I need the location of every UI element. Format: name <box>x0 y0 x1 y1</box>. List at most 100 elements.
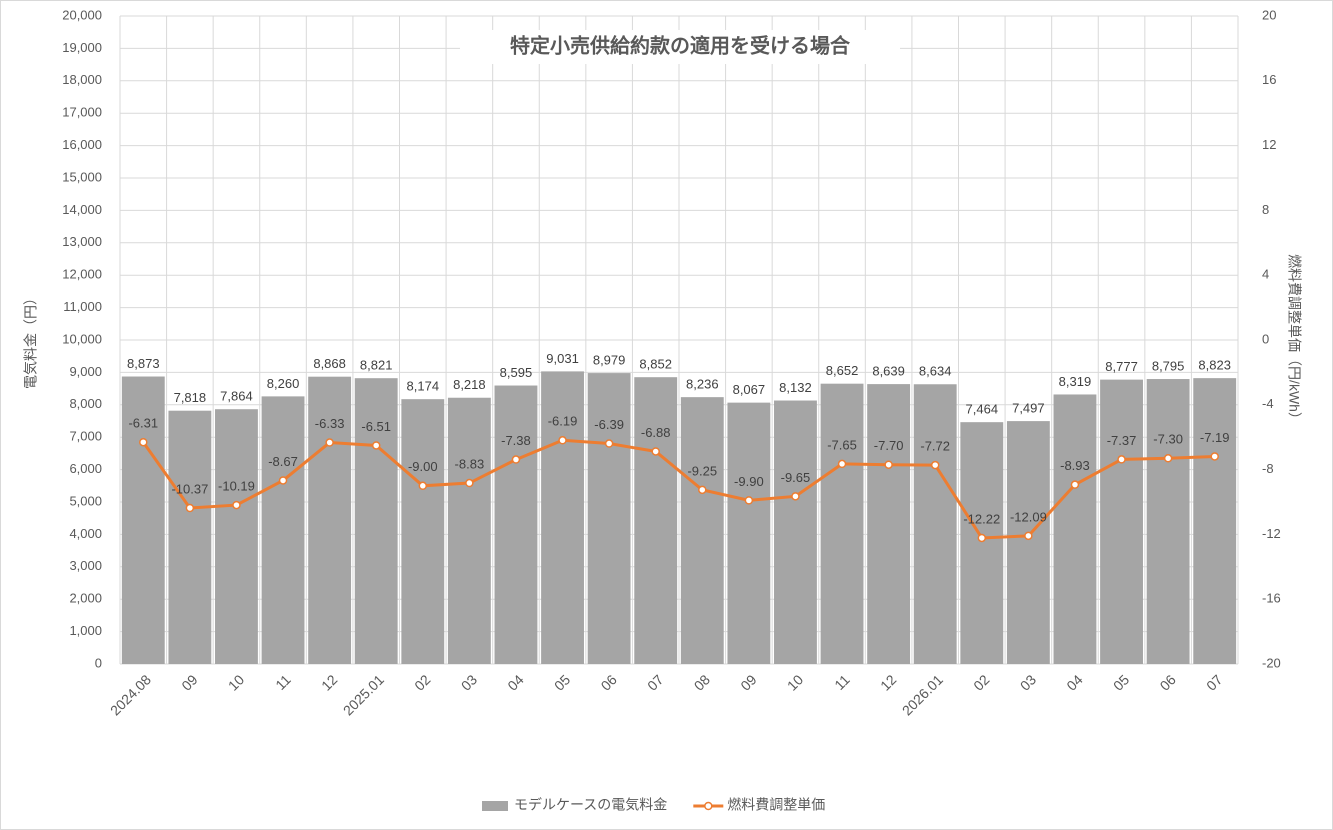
line-marker <box>511 455 521 464</box>
line-value-label: -7.37 <box>1107 433 1137 448</box>
line-value-label: -9.00 <box>408 459 438 474</box>
y-tick-label: 8,000 <box>69 396 102 411</box>
y-tick-label: 13,000 <box>62 234 102 249</box>
line-value-label: -12.09 <box>1010 509 1047 524</box>
y2-tick-label: 8 <box>1262 202 1269 217</box>
line-value-label: -12.22 <box>963 511 1000 526</box>
y2-tick-label: -12 <box>1262 526 1281 541</box>
line-marker <box>930 460 940 470</box>
bar <box>215 409 258 664</box>
y-tick-label: 17,000 <box>62 105 102 120</box>
y2-tick-label: 4 <box>1262 267 1269 282</box>
line-marker <box>744 496 754 505</box>
line-value-label: -7.72 <box>920 439 950 454</box>
y2-tick-label: -16 <box>1262 591 1281 606</box>
bar <box>401 399 445 664</box>
y-tick-label: 4,000 <box>69 526 102 541</box>
line-marker <box>1163 454 1173 463</box>
line-marker <box>465 478 474 488</box>
y-tick-label: 12,000 <box>62 267 102 282</box>
y-tick-label: 11,000 <box>63 299 102 314</box>
line-value-label: -10.19 <box>218 479 255 494</box>
bar <box>261 396 305 664</box>
bar <box>634 377 678 664</box>
bar <box>354 378 398 664</box>
line-marker <box>651 447 660 456</box>
line-marker <box>604 439 614 448</box>
bar-value-label: 8,236 <box>686 377 719 392</box>
bar-value-label: 8,639 <box>872 364 905 379</box>
y-tick-label: 19,000 <box>62 40 102 55</box>
y2-tick-label: 16 <box>1262 72 1276 87</box>
bar-value-label: 8,319 <box>1059 374 1092 389</box>
bar <box>121 376 165 664</box>
line-marker <box>371 441 381 450</box>
line-marker <box>791 492 800 501</box>
line-marker <box>558 436 567 445</box>
line-marker <box>139 437 148 447</box>
bar-value-label: 8,777 <box>1105 359 1138 374</box>
bar <box>727 402 771 664</box>
bar-value-label: 8,852 <box>639 357 672 372</box>
y-tick-label: 0 <box>95 655 102 670</box>
bar-value-label: 8,795 <box>1152 358 1185 373</box>
bar <box>1146 379 1190 664</box>
bar <box>867 384 911 664</box>
y-tick-label: 1,000 <box>69 623 102 638</box>
line-value-label: -10.37 <box>171 481 208 496</box>
y-tick-label: 16,000 <box>62 137 102 152</box>
bar <box>820 383 864 664</box>
line-value-label: -6.33 <box>315 416 345 431</box>
legend-swatch <box>482 801 508 811</box>
bar-value-label: 8,595 <box>500 365 533 380</box>
line <box>142 438 1215 540</box>
line-marker <box>418 481 428 491</box>
line-marker <box>1070 480 1080 489</box>
y-axis-title: 電気料金（円） <box>23 291 39 389</box>
line-marker <box>698 485 707 495</box>
y-tick-label: 15,000 <box>62 169 102 184</box>
bar-value-label: 8,260 <box>267 376 300 391</box>
bar <box>447 397 491 664</box>
line-marker <box>325 438 334 447</box>
bar-value-label: 8,823 <box>1198 358 1231 373</box>
bar-value-label: 8,174 <box>407 379 440 394</box>
bar-value-label: 8,868 <box>313 356 346 371</box>
line-marker <box>837 459 847 469</box>
line-marker <box>977 533 987 543</box>
line-value-label: -7.30 <box>1153 432 1183 447</box>
line-value-label: -6.31 <box>128 416 158 431</box>
line-marker <box>232 500 241 510</box>
bar-value-label: 7,818 <box>174 390 207 405</box>
bar-value-label: 8,979 <box>593 353 626 368</box>
line-value-label: -6.88 <box>641 425 671 440</box>
line-value-label: -8.83 <box>455 456 485 471</box>
line-marker <box>1117 455 1126 464</box>
bar <box>913 384 957 664</box>
y-tick-label: 10,000 <box>62 331 102 346</box>
bar <box>1053 394 1097 664</box>
line-marker <box>1024 531 1033 541</box>
line-value-label: -8.93 <box>1060 458 1090 473</box>
bar <box>774 400 817 664</box>
y2-axis-title: 燃料費調整単価（円/kWh） <box>1286 254 1302 426</box>
bar-value-label: 8,067 <box>733 382 766 397</box>
bar-value-label: 8,652 <box>826 363 859 378</box>
bar <box>1100 379 1143 664</box>
y-tick-label: 3,000 <box>69 558 102 573</box>
bar-value-label: 7,864 <box>220 389 253 404</box>
line-marker <box>884 460 893 469</box>
bar-value-label: 9,031 <box>546 351 579 366</box>
bar-value-label: 8,873 <box>127 356 160 371</box>
line-value-label: -9.90 <box>734 474 764 489</box>
line-value-label: -6.51 <box>361 419 391 434</box>
legend-label: 燃料費調整単価 <box>727 797 825 813</box>
y2-tick-label: 0 <box>1262 331 1269 346</box>
line-value-label: -6.19 <box>548 414 578 429</box>
y2-tick-label: 20 <box>1262 7 1276 22</box>
bar-value-label: 8,132 <box>779 380 812 395</box>
line-value-label: -7.38 <box>501 433 531 448</box>
line-value-label: -9.25 <box>687 463 717 478</box>
line-value-label: -9.65 <box>781 470 811 485</box>
